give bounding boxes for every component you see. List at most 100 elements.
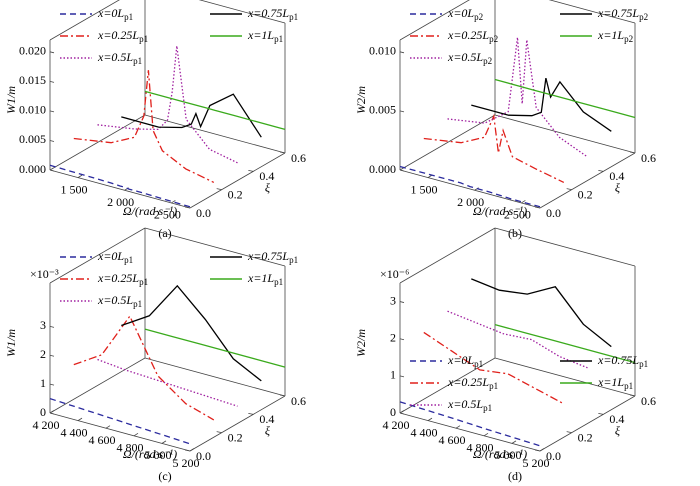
- y-tick: [248, 412, 254, 415]
- y-tick-label: 0.0: [546, 449, 561, 463]
- z-tick-label: 0.005: [369, 103, 396, 117]
- z-tick: [49, 354, 55, 357]
- x-tick-label: 4 600: [439, 433, 466, 447]
- series-line: [471, 77, 612, 132]
- box-edge: [144, 114, 286, 154]
- z-tick-label: 0.005: [19, 132, 46, 146]
- y-tick: [598, 169, 604, 172]
- x-tick-label: 4 400: [411, 425, 438, 439]
- legend-subscript: p1: [474, 359, 483, 369]
- y-axis-label: ξ: [265, 180, 271, 194]
- legend-label: x=1Lp2: [597, 28, 633, 44]
- x-tick: [521, 200, 526, 204]
- legend-text: x=0.75L: [597, 6, 639, 20]
- box-edge: [144, 227, 286, 267]
- z-tick-label: 0.000: [369, 162, 396, 176]
- box-edge: [539, 395, 636, 452]
- series-line: [97, 358, 238, 407]
- x-axis-label: Ω/(rad·s⁻¹): [123, 204, 177, 218]
- box-edge: [494, 114, 636, 154]
- series-line: [73, 314, 215, 421]
- z-axis-label: W1/m: [4, 329, 18, 357]
- axis-exponent: ×10⁻⁶: [380, 267, 409, 281]
- legend-label: x=0.5Lp2: [447, 50, 492, 66]
- y-tick-label: 0.0: [196, 206, 211, 220]
- box-edge: [539, 152, 636, 209]
- y-tick-label: 0.2: [228, 187, 243, 201]
- x-tick: [77, 417, 83, 421]
- z-tick-label: 2: [40, 347, 46, 361]
- z-tick: [49, 412, 55, 415]
- y-tick: [216, 188, 222, 191]
- z-tick: [399, 51, 405, 54]
- box-edge: [494, 357, 636, 397]
- y-tick-label: 0.4: [259, 412, 274, 426]
- y-tick: [184, 206, 191, 209]
- z-tick-label: 0.020: [19, 44, 46, 58]
- y-tick: [629, 394, 636, 397]
- legend-text: x=1L: [597, 375, 624, 389]
- axis-exponent: ×10⁻³: [30, 267, 59, 281]
- y-tick: [216, 431, 222, 434]
- z-tick: [399, 375, 405, 378]
- z-tick-label: 0.015: [19, 73, 46, 87]
- y-tick: [534, 206, 541, 209]
- legend-subscript: p1: [124, 12, 133, 22]
- z-tick-label: 0.010: [19, 103, 46, 117]
- series-line: [144, 90, 286, 131]
- series-line: [447, 37, 588, 158]
- y-axis-label: ξ: [615, 423, 621, 437]
- x-tick: [77, 174, 83, 178]
- legend-text: x=0.5L: [97, 293, 133, 307]
- y-tick-label: 0.0: [196, 449, 211, 463]
- legend-label: x=0Lp1: [447, 353, 483, 369]
- legend-text: x=0.25L: [447, 28, 489, 42]
- y-tick-label: 0.2: [578, 430, 593, 444]
- legend-text: x=1L: [247, 28, 274, 42]
- y-tick: [566, 431, 572, 434]
- legend-subscript: p1: [289, 12, 298, 22]
- legend-subscript: p1: [133, 299, 142, 309]
- z-tick: [49, 325, 55, 328]
- series-line: [494, 323, 636, 364]
- legend-subscript: p2: [624, 34, 633, 44]
- y-tick-label: 0.4: [609, 412, 624, 426]
- x-tick: [399, 410, 405, 414]
- legend-subscript: p1: [624, 381, 633, 391]
- y-tick-label: 0.4: [609, 169, 624, 183]
- box-edge: [49, 169, 191, 209]
- legend-subscript: p2: [483, 56, 492, 66]
- legend-subscript: p1: [289, 255, 298, 265]
- legend-subscript: p2: [474, 12, 483, 22]
- legend-subscript: p1: [124, 255, 133, 265]
- x-tick-label: 5 000: [495, 448, 522, 462]
- y-tick-label: 0.0: [546, 206, 561, 220]
- x-tick-label: 1 500: [61, 182, 88, 196]
- box-edge: [198, 0, 286, 24]
- box-edge: [189, 152, 286, 209]
- legend-label: x=0Lp1: [97, 249, 133, 265]
- x-tick: [511, 440, 517, 444]
- box-edge: [49, 0, 120, 41]
- z-axis-label: W2/m: [354, 86, 368, 114]
- legend-label: x=0.75Lp2: [597, 6, 648, 22]
- series-line: [399, 401, 541, 447]
- y-tick-label: 0.2: [578, 187, 593, 201]
- y-tick: [279, 151, 286, 154]
- legend-text: x=0L: [97, 249, 124, 263]
- z-tick: [49, 140, 55, 142]
- x-tick: [427, 417, 433, 421]
- z-tick: [49, 383, 55, 386]
- z-tick-label: 1: [390, 368, 396, 382]
- box-edge: [548, 0, 636, 24]
- z-tick: [49, 169, 55, 172]
- box-edge: [399, 412, 541, 452]
- y-axis-label: ξ: [615, 180, 621, 194]
- legend-text: x=0L: [447, 6, 474, 20]
- z-tick: [49, 51, 55, 54]
- legend-subscript: p1: [139, 34, 148, 44]
- series-line: [494, 78, 636, 119]
- legend-label: x=1Lp1: [247, 28, 283, 44]
